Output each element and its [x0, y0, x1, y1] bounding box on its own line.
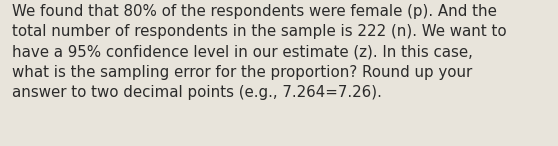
- Text: We found that 80% of the respondents were female (p). And the
total number of re: We found that 80% of the respondents wer…: [12, 4, 507, 100]
